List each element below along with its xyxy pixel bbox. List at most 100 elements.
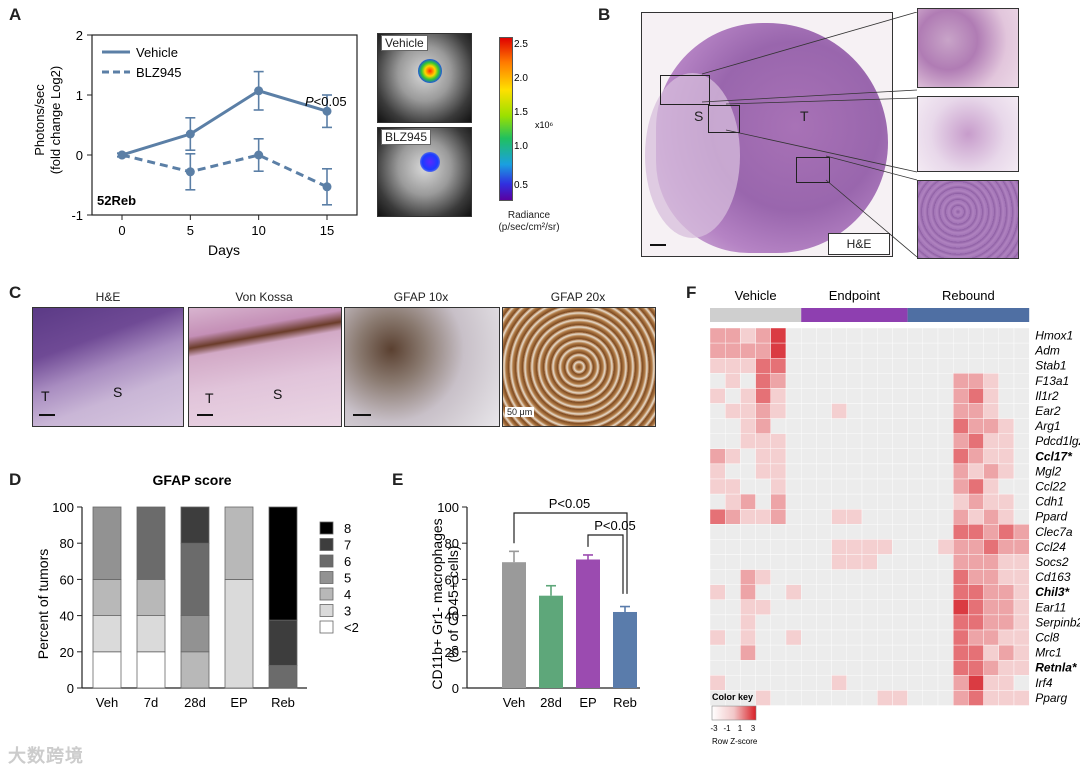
f-heatmap-cell: [816, 615, 831, 630]
cbar-tick: 2.5: [514, 39, 528, 50]
f-heatmap-cell: [999, 358, 1014, 373]
f-heatmap-cell: [892, 494, 907, 509]
f-heatmap-cell: [953, 539, 968, 554]
f-heatmap-cell: [801, 555, 816, 570]
f-heatmap-cell: [938, 630, 953, 645]
f-heatmap-cell: [756, 600, 771, 615]
f-heatmap-cell: [771, 539, 786, 554]
f-heatmap-cell: [725, 645, 740, 660]
vehicle-image-label: Vehicle: [381, 35, 428, 51]
f-heatmap-cell: [725, 358, 740, 373]
d-bar-segment: [269, 507, 297, 620]
f-gene-label: Cdh1: [1035, 495, 1064, 509]
c-title-vonkossa: Von Kossa: [188, 290, 340, 304]
f-heatmap-cell: [725, 494, 740, 509]
e-ytick-label: 20: [445, 645, 459, 660]
d-bar-segment: [225, 507, 253, 579]
f-heatmap-cell: [756, 509, 771, 524]
f-heatmap-cell: [999, 555, 1014, 570]
f-key-tick: -1: [723, 724, 731, 733]
f-heatmap-cell: [999, 328, 1014, 343]
f-heatmap-cell: [1014, 539, 1029, 554]
f-heatmap-cell: [862, 585, 877, 600]
f-group-label: Endpoint: [829, 288, 881, 303]
f-heatmap-cell: [953, 630, 968, 645]
f-heatmap-cell: [938, 388, 953, 403]
c-vk-t: T: [205, 390, 214, 406]
he-inset-2: [917, 96, 1019, 172]
f-heatmap-cell: [786, 373, 801, 388]
f-heatmap-cell: [801, 464, 816, 479]
f-heatmap-cell: [816, 645, 831, 660]
f-heatmap-cell: [923, 328, 938, 343]
d-legend-label: 6: [344, 554, 351, 569]
c-gfap10x-scale: [353, 414, 371, 416]
a-plot-frame: [92, 35, 357, 215]
a-legend-blz: BLZ945: [136, 65, 182, 80]
f-heatmap-cell: [786, 570, 801, 585]
f-heatmap-cell: [1014, 449, 1029, 464]
f-heatmap-cell: [892, 343, 907, 358]
f-heatmap-cell: [832, 524, 847, 539]
f-heatmap-cell: [801, 660, 816, 675]
f-heatmap-cell: [877, 419, 892, 434]
c-he-image: T S: [32, 307, 184, 427]
f-heatmap-cell: [862, 615, 877, 630]
f-heatmap-cell: [1014, 434, 1029, 449]
f-gene-label: Ccl22: [1035, 480, 1066, 494]
f-heatmap-cell: [710, 600, 725, 615]
f-heatmap-cell: [968, 373, 983, 388]
f-heatmap-cell: [801, 615, 816, 630]
f-heatmap-cell: [999, 373, 1014, 388]
f-heatmap-cell: [938, 539, 953, 554]
f-heatmap-cell: [908, 373, 923, 388]
f-gene-label: Pparg: [1035, 691, 1067, 705]
e-xtick-label: 28d: [540, 695, 562, 710]
f-heatmap-cell: [968, 328, 983, 343]
d-title: GFAP score: [152, 472, 231, 488]
f-group-bar: [801, 308, 907, 322]
f-heatmap-cell: [801, 479, 816, 494]
f-heatmap-cell: [1014, 328, 1029, 343]
f-heatmap-cell: [984, 434, 999, 449]
f-heatmap-cell: [710, 660, 725, 675]
f-heatmap-cell: [877, 570, 892, 585]
f-heatmap-cell: [801, 600, 816, 615]
f-heatmap-cell: [740, 358, 755, 373]
f-heatmap-cell: [877, 343, 892, 358]
c-vk-s: S: [273, 386, 282, 402]
c-he-t: T: [41, 388, 50, 404]
f-heatmap-cell: [786, 660, 801, 675]
f-heatmap-cell: [801, 524, 816, 539]
f-heatmap-cell: [968, 600, 983, 615]
f-heatmap-cell: [984, 645, 999, 660]
f-heatmap-cell: [968, 509, 983, 524]
f-heatmap-cell: [923, 524, 938, 539]
panel-d-chart: GFAP score Percent of tumors 02040608010…: [0, 460, 380, 715]
f-heatmap-cell: [847, 449, 862, 464]
f-heatmap-cell: [1014, 479, 1029, 494]
f-heatmap-cell: [923, 585, 938, 600]
f-heatmap-cell: [892, 434, 907, 449]
f-heatmap-cell: [756, 328, 771, 343]
f-group-label: Rebound: [942, 288, 995, 303]
f-heatmap-cell: [1014, 645, 1029, 660]
d-ytick-label: 40: [60, 609, 74, 624]
f-heatmap-cell: [832, 404, 847, 419]
f-heatmap-cell: [968, 419, 983, 434]
f-heatmap-cell: [725, 539, 740, 554]
f-heatmap-cell: [908, 615, 923, 630]
f-gene-label: Ccl8: [1035, 631, 1059, 645]
f-gene-label: Serpinb2: [1035, 615, 1080, 629]
f-heatmap-cell: [725, 479, 740, 494]
f-heatmap-cell: [710, 645, 725, 660]
f-heatmap-cell: [756, 524, 771, 539]
f-heatmap-cell: [786, 343, 801, 358]
f-heatmap-cell: [938, 555, 953, 570]
f-heatmap-cell: [710, 494, 725, 509]
d-bar-segment: [181, 652, 209, 688]
f-heatmap-cell: [816, 524, 831, 539]
f-heatmap-cell: [725, 373, 740, 388]
f-heatmap-cell: [938, 464, 953, 479]
f-heatmap-cell: [832, 343, 847, 358]
